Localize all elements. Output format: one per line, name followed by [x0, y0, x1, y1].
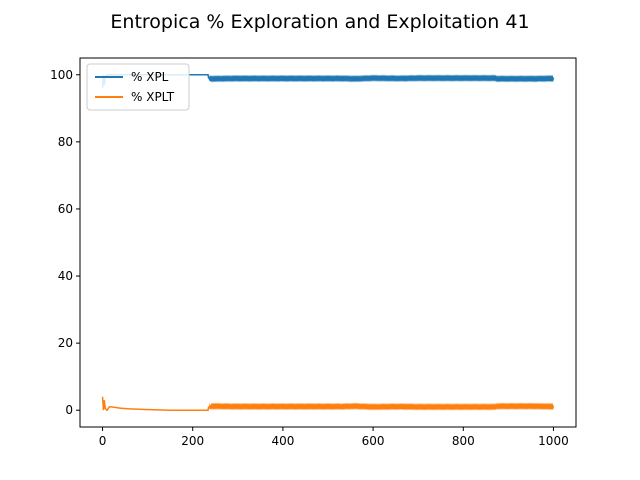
legend-label: % XPLT: [131, 90, 175, 104]
series-line-xplt: [101, 396, 555, 412]
x-tick-label: 1000: [538, 434, 569, 448]
x-tick-label: 800: [452, 434, 475, 448]
y-tick-label: 0: [65, 403, 73, 417]
legend-box: [86, 63, 190, 111]
y-tick-label: 40: [58, 269, 73, 283]
plot-area: [79, 57, 577, 428]
y-tick-label: 60: [58, 202, 73, 216]
y-tick-label: 20: [58, 336, 73, 350]
x-tick-label: 400: [271, 434, 294, 448]
y-axis: 0 20 40 60 80 100: [50, 68, 80, 417]
x-axis: 0 200 400 600 800 1000: [99, 427, 569, 448]
chart-title: Entropica % Exploration and Exploitation…: [110, 11, 529, 33]
legend-label: % XPL: [131, 70, 169, 84]
series-layer: [101, 74, 555, 412]
legend: % XPL % XPLT: [86, 63, 190, 111]
y-tick-label: 80: [58, 135, 73, 149]
y-tick-label: 100: [50, 68, 73, 82]
x-tick-label: 200: [181, 434, 204, 448]
x-tick-label: 600: [362, 434, 385, 448]
x-tick-label: 0: [99, 434, 107, 448]
